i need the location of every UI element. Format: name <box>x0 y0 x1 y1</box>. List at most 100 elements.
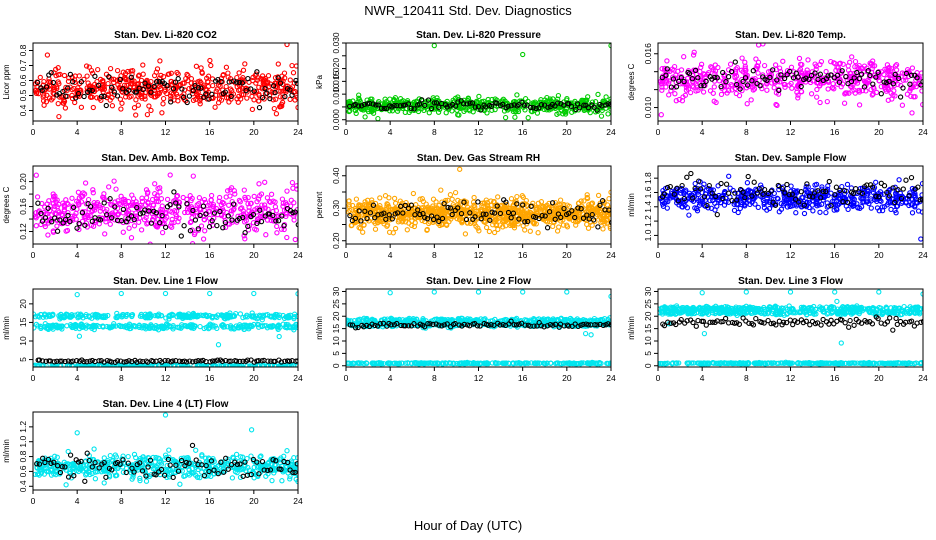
data-point <box>795 95 801 101</box>
data-point <box>78 193 84 200</box>
panel-ylabel: ml/min <box>2 316 11 340</box>
data-point <box>179 322 185 328</box>
data-point <box>61 72 68 79</box>
data-point <box>712 74 718 81</box>
data-point <box>438 187 444 193</box>
data-point <box>375 102 381 108</box>
data-point <box>906 193 912 199</box>
data-point <box>909 202 915 208</box>
data-point <box>734 65 740 71</box>
data-point <box>543 203 549 209</box>
data-point <box>159 110 165 116</box>
data-point <box>520 194 526 200</box>
data-point <box>260 76 266 82</box>
data-point <box>589 211 595 218</box>
data-point <box>256 104 263 111</box>
data-point <box>47 79 54 85</box>
data-point <box>828 72 834 78</box>
data-point <box>825 203 832 209</box>
data-point <box>875 69 881 76</box>
data-point <box>734 81 740 88</box>
data-point <box>760 191 766 197</box>
data-point <box>409 218 415 224</box>
x-tick-label: 16 <box>205 127 215 137</box>
x-tick-label: 4 <box>700 127 705 137</box>
data-point <box>114 313 121 320</box>
data-point <box>100 323 106 329</box>
data-point <box>878 91 884 97</box>
data-point <box>516 216 522 222</box>
data-point <box>733 73 740 79</box>
data-point <box>665 80 672 86</box>
data-point <box>687 89 694 96</box>
data-point <box>831 207 837 213</box>
data-point <box>558 101 564 107</box>
data-point <box>92 73 98 79</box>
data-point <box>180 194 186 201</box>
data-point <box>667 183 673 190</box>
data-point <box>417 196 423 202</box>
data-point <box>209 218 215 224</box>
data-point <box>48 70 54 76</box>
data-point <box>169 220 175 226</box>
data-point <box>35 313 41 319</box>
data-point <box>538 102 545 108</box>
data-point <box>751 78 757 84</box>
data-point <box>146 103 152 109</box>
data-point <box>491 229 498 236</box>
data-point <box>514 92 520 98</box>
data-point <box>513 209 519 216</box>
data-point <box>291 80 298 86</box>
data-point <box>881 71 887 78</box>
data-point <box>405 205 412 212</box>
data-point <box>69 92 75 99</box>
data-point <box>663 72 669 78</box>
data-point <box>679 98 686 104</box>
data-point <box>575 205 581 211</box>
data-point <box>823 209 829 216</box>
data-point <box>158 72 164 79</box>
data-point <box>856 87 863 94</box>
data-point <box>781 81 787 88</box>
data-point <box>751 179 757 185</box>
data-point <box>376 218 383 224</box>
data-point <box>50 193 57 200</box>
data-point <box>772 202 779 208</box>
figure-title: NWR_120411 Std. Dev. Diagnostics <box>364 3 572 18</box>
data-point <box>572 208 578 214</box>
data-point <box>580 215 587 221</box>
data-point <box>114 67 121 74</box>
data-point <box>256 84 262 90</box>
data-point <box>139 198 146 205</box>
data-point <box>786 82 792 88</box>
x-tick-label: 20 <box>874 127 884 137</box>
data-point <box>734 197 740 203</box>
data-point <box>729 197 735 204</box>
data-point <box>725 190 732 196</box>
data-point <box>232 191 238 197</box>
data-point <box>360 229 366 235</box>
data-point <box>349 202 356 209</box>
data-point <box>577 105 583 111</box>
data-point <box>723 199 729 205</box>
data-point <box>524 212 531 218</box>
data-point <box>480 211 486 217</box>
data-point <box>839 68 845 74</box>
data-point <box>43 84 50 90</box>
data-point <box>248 200 254 206</box>
x-tick-label: 16 <box>518 250 528 260</box>
data-point <box>237 311 244 317</box>
data-point <box>568 103 575 110</box>
data-point <box>563 109 569 115</box>
data-point <box>98 93 105 100</box>
data-point <box>728 81 734 88</box>
data-point <box>436 202 442 209</box>
data-point <box>552 103 558 109</box>
data-point <box>242 314 249 320</box>
data-point <box>858 71 865 77</box>
data-point <box>67 218 73 225</box>
data-point <box>250 211 257 218</box>
data-point <box>835 202 841 208</box>
data-point <box>130 68 136 74</box>
